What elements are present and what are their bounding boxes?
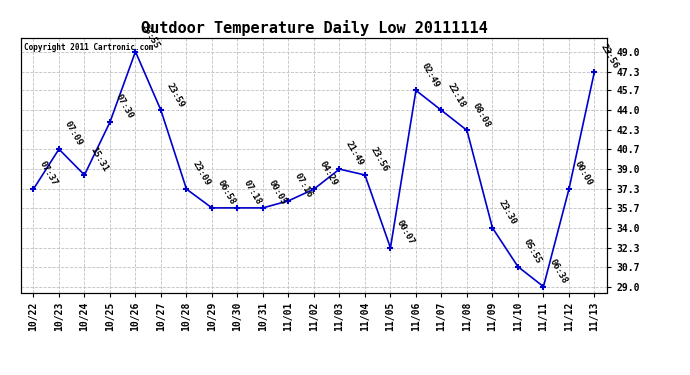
Text: 08:08: 08:08 [471,101,493,129]
Text: 07:18: 07:18 [241,179,263,207]
Text: 23:09: 23:09 [190,160,212,188]
Text: 23:30: 23:30 [497,199,518,226]
Text: 21:49: 21:49 [344,140,365,168]
Text: 00:00: 00:00 [573,160,594,188]
Text: 07:16: 07:16 [293,172,314,200]
Text: 02:49: 02:49 [420,61,442,89]
Text: 23:56: 23:56 [599,42,620,70]
Text: 07:37: 07:37 [38,160,59,188]
Text: 07:09: 07:09 [63,120,84,148]
Text: Copyright 2011 Cartronic.com: Copyright 2011 Cartronic.com [23,43,153,52]
Text: 23:56: 23:56 [369,146,391,174]
Text: 15:31: 15:31 [88,146,110,174]
Text: 06:58: 06:58 [216,179,237,207]
Text: 06:38: 06:38 [548,258,569,285]
Text: 07:30: 07:30 [114,93,135,121]
Text: 00:07: 00:07 [395,219,416,246]
Text: 23:59: 23:59 [165,81,186,109]
Title: Outdoor Temperature Daily Low 20111114: Outdoor Temperature Daily Low 20111114 [141,20,487,36]
Text: 00:05: 00:05 [267,179,288,207]
Text: 04:29: 04:29 [318,160,339,188]
Text: 23:55: 23:55 [139,22,161,50]
Text: 05:55: 05:55 [522,237,543,265]
Text: 22:18: 22:18 [446,81,467,109]
